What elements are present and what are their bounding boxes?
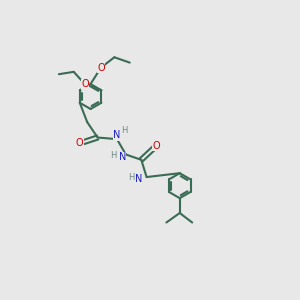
Text: N: N (135, 173, 142, 184)
Text: H: H (110, 152, 116, 160)
Text: O: O (152, 140, 160, 151)
Text: N: N (113, 130, 121, 140)
Text: H: H (121, 126, 127, 135)
Text: N: N (118, 152, 126, 162)
Text: O: O (81, 79, 89, 89)
Text: O: O (76, 138, 84, 148)
Text: O: O (97, 63, 105, 73)
Text: H: H (128, 173, 134, 182)
